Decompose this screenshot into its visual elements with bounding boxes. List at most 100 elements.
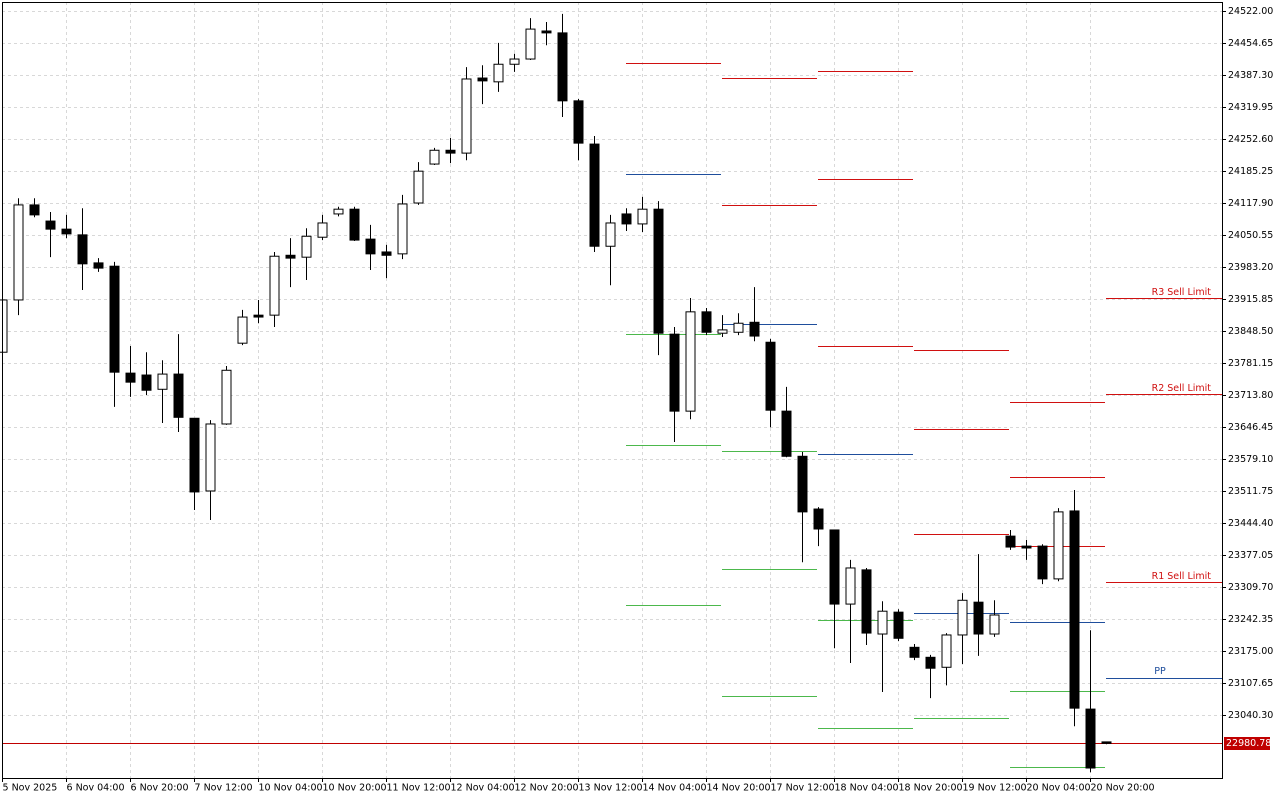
x-tick-label: 12 Nov 04:00 [451, 783, 515, 794]
level-label: R1 Sell Limit [1152, 571, 1212, 582]
candle-body [429, 149, 440, 165]
candle-body [221, 369, 232, 425]
x-tick-label: 12 Nov 20:00 [515, 783, 579, 794]
candle-body [1069, 510, 1080, 709]
x-tick-label: 18 Nov 04:00 [835, 783, 899, 794]
grid [2, 2, 1222, 778]
candle-body [685, 311, 696, 412]
candle-body [477, 77, 488, 82]
candle-body [317, 222, 328, 238]
y-tick-label: 24117.90 [1228, 198, 1273, 209]
candle-body [253, 314, 264, 318]
x-tick-label: 6 Nov 04:00 [67, 783, 125, 794]
y-tick-label: 23444.40 [1228, 518, 1273, 529]
candle-body [525, 28, 536, 60]
candle-body [493, 63, 504, 83]
candle-body [237, 316, 248, 344]
x-tick-label: 7 Nov 12:00 [195, 783, 253, 794]
price-label-box [1224, 737, 1270, 750]
x-tick-label: 5 Nov 2025 [3, 783, 58, 794]
candle-body [781, 410, 792, 457]
candle-body [125, 372, 136, 383]
candle-body [589, 143, 600, 247]
candle-body [509, 58, 520, 65]
candle-body [157, 373, 168, 390]
x-tick-label: 11 Nov 12:00 [387, 783, 451, 794]
candle-body [573, 100, 584, 144]
candle-body [109, 265, 120, 373]
candle-body [637, 208, 648, 225]
candle-body [541, 30, 552, 34]
x-tick-label: 14 Nov 04:00 [643, 783, 707, 794]
y-tick-label: 23309.70 [1228, 582, 1273, 593]
candle-body [957, 599, 968, 636]
candle-body [93, 262, 104, 269]
y-tick-label: 23175.00 [1228, 646, 1273, 657]
y-tick-label: 23915.85 [1228, 294, 1273, 305]
candle-body [989, 614, 1000, 635]
candle-body [701, 311, 712, 333]
level-label: R3 Sell Limit [1152, 287, 1212, 298]
candle-body [765, 341, 776, 411]
candle-body [733, 322, 744, 333]
y-tick-label: 23983.20 [1228, 262, 1273, 273]
y-tick-label: 23781.15 [1228, 358, 1273, 369]
candle-body [285, 254, 296, 259]
candle-body [797, 455, 808, 513]
candle-body [445, 149, 456, 154]
candle-body [845, 567, 856, 605]
candle-body [1037, 545, 1048, 580]
candle-body [29, 204, 40, 216]
candle-body [653, 208, 664, 334]
candle-body [365, 238, 376, 255]
candle-body [1053, 511, 1064, 580]
candle-body [61, 228, 72, 235]
candle-body [77, 234, 88, 265]
x-tick-label: 14 Nov 20:00 [707, 783, 771, 794]
candle-body [205, 423, 216, 492]
x-tick-label: 17 Nov 12:00 [771, 783, 835, 794]
x-tick-label: 20 Nov 20:00 [1091, 783, 1155, 794]
y-tick-label: 23579.10 [1228, 454, 1273, 465]
candle-body [413, 170, 424, 204]
plot-frame [2, 2, 1223, 779]
candle-body [941, 634, 952, 668]
y-tick-label: 24454.65 [1228, 38, 1273, 49]
candle-body [301, 235, 312, 258]
candle-body [0, 299, 8, 353]
candle-body [381, 251, 392, 256]
candle-body [813, 508, 824, 530]
y-tick-label: 23511.75 [1228, 486, 1273, 497]
candle-body [1085, 708, 1096, 769]
y-tick-label: 23848.50 [1228, 326, 1273, 337]
candle-body [925, 656, 936, 669]
candles [0, 13, 1112, 773]
candle-body [333, 208, 344, 215]
candle-body [1005, 535, 1016, 548]
y-tick-label: 24522.00 [1228, 6, 1273, 17]
candle-body [141, 374, 152, 391]
pivot-levels: R1 Sell Limit R2 Sell Limit R3 Sell Limit P… [2, 63, 1222, 768]
candle-body [861, 569, 872, 634]
candle-body [1101, 741, 1112, 744]
candle-body [461, 78, 472, 154]
y-tick-label: 24252.60 [1228, 134, 1273, 145]
candle-body [973, 601, 984, 635]
x-tick-label: 10 Nov 04:00 [259, 783, 323, 794]
y-tick-label: 24387.30 [1228, 70, 1273, 81]
y-tick-label: 24050.55 [1228, 230, 1273, 241]
candle-body [397, 203, 408, 255]
x-tick-label: 10 Nov 20:00 [323, 783, 387, 794]
candle-body [909, 646, 920, 658]
candle-body [557, 32, 568, 102]
candle-body [877, 610, 888, 635]
candle-body [1021, 545, 1032, 549]
candle-body [893, 611, 904, 639]
candle-body [669, 333, 680, 412]
candle-body [13, 204, 24, 301]
level-label: PP [1154, 666, 1166, 677]
x-tick-label: 18 Nov 20:00 [899, 783, 963, 794]
y-tick-label: 23040.30 [1228, 710, 1273, 721]
